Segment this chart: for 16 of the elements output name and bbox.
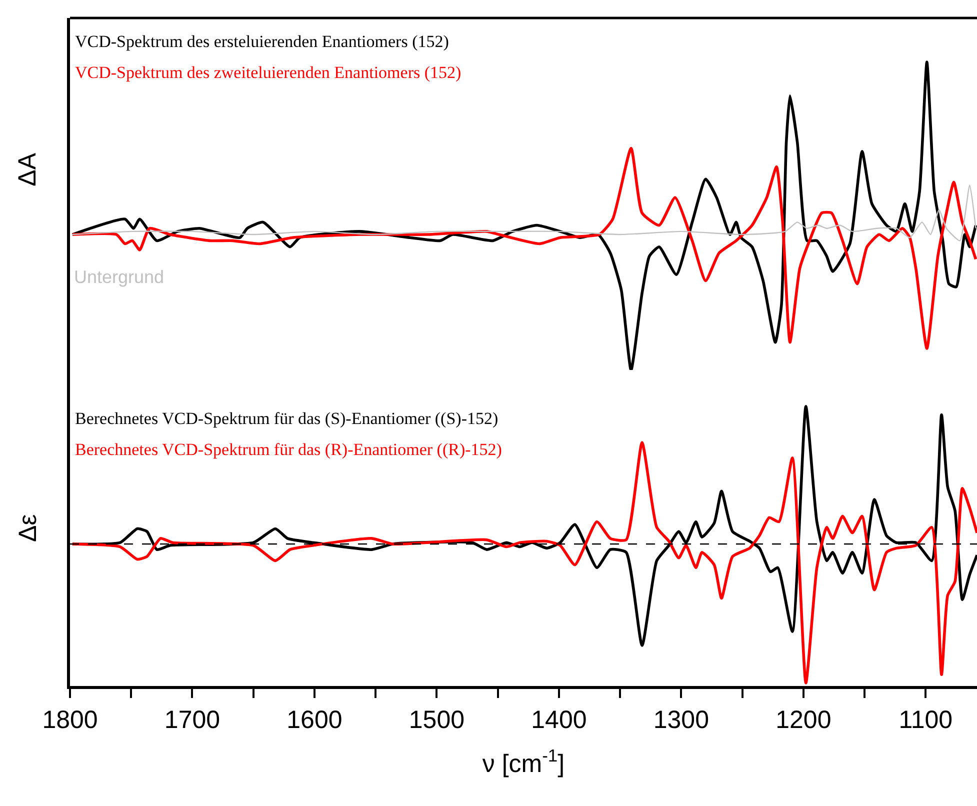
text: Berechnetes VCD-Spektrum für das (R)-Enantiomer ((R)-152) xyxy=(75,440,502,459)
x-tick-label: 1200 xyxy=(776,706,832,734)
x-tick-label: 1100 xyxy=(898,706,953,734)
text: Berechnetes VCD-Spektrum für das (S)-Enantiomer ((S)-152) xyxy=(75,409,498,428)
x-tick-label: 1800 xyxy=(42,706,98,734)
y-axis-title: Δε xyxy=(14,514,42,542)
x-tick-label: 1300 xyxy=(653,706,710,734)
text: VCD-Spektrum des ersteluierenden Enantiomers (152) xyxy=(75,32,449,51)
text: VCD-Spektrum des zweiteluierenden Enantiomers (152) xyxy=(75,63,462,82)
x-tick-label: 1400 xyxy=(531,706,587,734)
x-tick-label: 1500 xyxy=(408,706,465,734)
x-tick-label: 1700 xyxy=(164,706,220,734)
x-axis-title: ν [cm$^{-1}$] xyxy=(482,745,565,778)
series-label: Untergrund xyxy=(74,267,164,287)
x-tick-label: 1600 xyxy=(286,706,342,734)
y-axis-title: ΔA xyxy=(14,152,42,186)
